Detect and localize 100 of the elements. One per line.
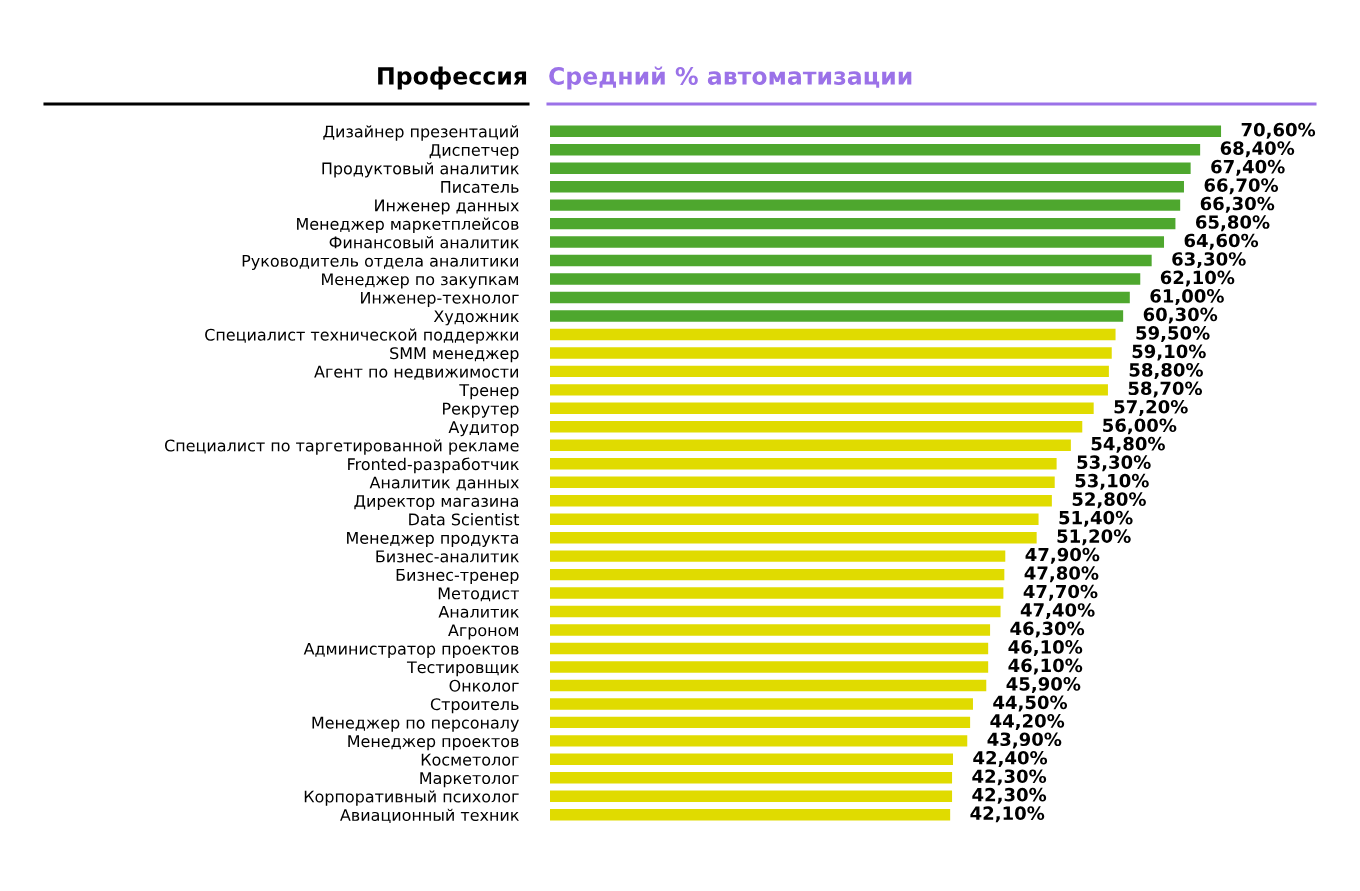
bar [550, 421, 1083, 433]
bar [550, 605, 1001, 618]
bar [550, 384, 1108, 396]
data-label: 59,50% [1136, 326, 1210, 342]
bar [550, 716, 971, 729]
y-tick-label: Маркетолог [420, 772, 519, 788]
y-tick-label: SMM менеджер [390, 347, 519, 363]
y-tick-label: Менеджер по закупкам [322, 273, 518, 289]
data-label: 42,30% [972, 787, 1047, 804]
data-label: 53,30% [1077, 455, 1151, 472]
data-label: 65,80% [1195, 215, 1270, 232]
data-label: 60,30% [1143, 307, 1218, 324]
data-label: 51,40% [1059, 510, 1133, 527]
data-label: 57,20% [1114, 399, 1188, 416]
bar [550, 217, 1176, 230]
bar [550, 568, 1005, 581]
data-label: 58,80% [1129, 362, 1203, 379]
bar [550, 143, 1201, 156]
bar [550, 291, 1130, 304]
bar [550, 679, 987, 692]
data-label: 67,40% [1211, 159, 1285, 176]
y-tick-label: Администратор проектов [303, 642, 519, 658]
data-label: 66,70% [1204, 178, 1279, 195]
y-tick-label: Диспетчер [429, 144, 519, 160]
bar [550, 328, 1116, 341]
bar [550, 347, 1112, 359]
y-tick-label: Тестировщик [406, 661, 519, 677]
y-tick-label: Data Scientist [409, 513, 520, 526]
bar [550, 772, 953, 784]
data-label: 51,20% [1057, 529, 1131, 546]
bar [550, 661, 989, 673]
data-label: 64,60% [1184, 233, 1259, 250]
y-tick-label: Инженер данных [375, 199, 519, 215]
y-tick-label: Корпоративный психолог [304, 790, 519, 806]
bar [550, 587, 1004, 599]
data-label: 58,70% [1128, 381, 1203, 398]
bar [550, 180, 1184, 193]
y-tick-label: Директор магазина [354, 495, 518, 511]
y-tick-label: Художник [433, 310, 519, 326]
data-label: 42,30% [972, 769, 1047, 786]
y-tick-label: Аудитор [448, 421, 519, 437]
bar [550, 476, 1055, 488]
y-tick-label: Агроном [448, 624, 518, 640]
y-tick-label: Продуктовый аналитик [322, 162, 519, 178]
data-label: 46,30% [1010, 621, 1085, 638]
data-label: 61,00% [1150, 289, 1224, 306]
data-label: 62,10% [1160, 270, 1235, 287]
data-label: 46,10% [1008, 640, 1083, 657]
y-tick-label: Агент по недвижимости [314, 365, 518, 380]
y-tick-label: Аналитик [438, 605, 519, 618]
data-label: 47,90% [1025, 547, 1100, 564]
chart-title: Средний % автоматизации [549, 66, 912, 90]
y-axis-title: Профессия [378, 66, 527, 90]
data-label: 66,30% [1200, 196, 1275, 213]
y-tick-label: Fronted-разработчик [348, 457, 519, 474]
y-tick-label: Писатель [441, 181, 519, 193]
y-tick-label: Специалист по таргетированной рекламе [164, 439, 519, 455]
bar [550, 753, 954, 766]
y-tick-label: Аналитик данных [369, 476, 519, 491]
bar [550, 624, 991, 636]
bar [550, 439, 1071, 452]
bar [550, 125, 1222, 137]
data-label: 70,60% [1241, 122, 1316, 139]
bar [550, 236, 1165, 248]
y-tick-label: Руководитель отдела аналитики [242, 254, 518, 270]
bar [550, 402, 1094, 415]
bar [550, 698, 973, 710]
data-label: 42,10% [970, 806, 1045, 823]
data-label: 63,30% [1172, 252, 1246, 269]
bar [550, 494, 1052, 507]
data-label: 56,00% [1103, 418, 1177, 435]
data-label: 44,20% [990, 713, 1065, 730]
bar [550, 642, 989, 655]
data-label: 47,80% [1024, 566, 1099, 583]
bar [550, 254, 1152, 267]
y-tick-label: Бизнес-тренер [396, 569, 519, 584]
data-label: 47,40% [1020, 603, 1095, 620]
bar [550, 550, 1006, 562]
bar [550, 513, 1039, 525]
bar [550, 531, 1037, 544]
data-label: 44,50% [993, 695, 1068, 712]
data-label: 68,40% [1220, 141, 1295, 158]
data-label: 52,80% [1072, 492, 1146, 509]
bar [550, 735, 968, 747]
y-tick-label: Авиационный техник [340, 808, 519, 824]
y-tick-label: Бизнес-аналитик [376, 550, 519, 563]
data-label: 53,10% [1075, 473, 1149, 490]
bar [550, 273, 1141, 285]
y-tick-label: Менеджер по персоналу [312, 716, 519, 732]
y-tick-label: Методист [438, 587, 519, 602]
y-tick-label: Тренер [459, 384, 519, 400]
y-tick-label: Менеджер проектов [348, 735, 519, 751]
y-tick-label: Онколог [449, 679, 519, 692]
y-tick-label: Менеджер маркетплейсов [297, 217, 519, 233]
data-label: 54,80% [1091, 436, 1165, 453]
y-tick-label: Специалист технической поддержки [205, 328, 518, 344]
data-label: 43,90% [987, 732, 1062, 749]
data-label: 59,10% [1132, 344, 1206, 361]
bar [550, 365, 1109, 378]
bar [550, 458, 1057, 470]
